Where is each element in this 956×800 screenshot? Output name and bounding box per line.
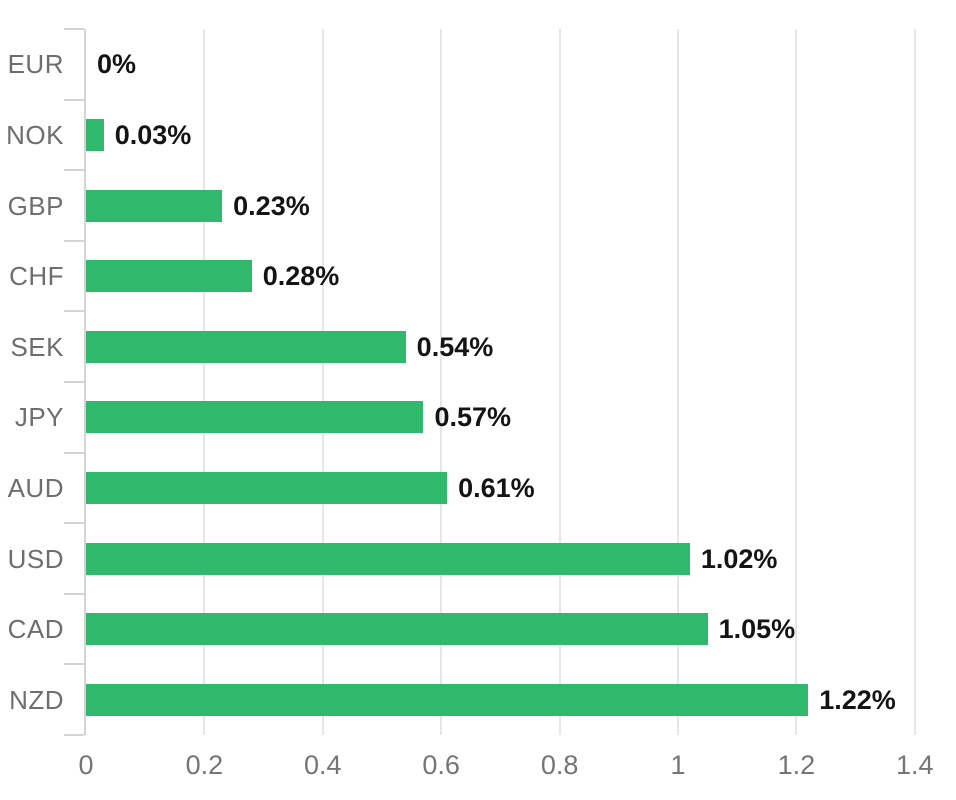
category-label: GBP [7, 190, 64, 221]
x-axis-tick-label: 0.6 [422, 750, 460, 780]
category-label: SEK [10, 331, 64, 362]
y-axis-tick [64, 592, 84, 595]
x-axis-tick-label: 1.4 [896, 750, 934, 780]
bar [86, 471, 448, 504]
bar [86, 401, 424, 434]
y-axis-tick [64, 522, 84, 525]
category-label: NOK [6, 119, 64, 150]
bar [86, 683, 809, 716]
category-label: NZD [9, 684, 64, 715]
category-label: AUD [7, 472, 64, 503]
category-label: JPY [14, 402, 64, 433]
value-label: 0.03% [114, 119, 192, 150]
value-label: 0.23% [233, 190, 310, 221]
value-label: 0.54% [416, 331, 494, 362]
x-axis-tick-label: 0 [78, 750, 94, 780]
gridline [677, 29, 679, 735]
value-label: 0.57% [434, 402, 511, 433]
gridline [795, 29, 798, 735]
bar [86, 118, 104, 151]
gridline [203, 29, 206, 735]
y-axis-tick [64, 663, 84, 666]
x-axis-tick-label: 0.8 [540, 750, 579, 780]
y-axis-tick [64, 239, 84, 242]
gridline [913, 29, 916, 735]
bar [86, 613, 708, 646]
category-label: CAD [7, 614, 64, 645]
x-axis-tick-label: 0.2 [185, 750, 224, 780]
bar [86, 260, 252, 293]
bar [86, 542, 690, 575]
gridline [558, 29, 561, 735]
x-axis-tick-label: 0.4 [304, 750, 342, 780]
gridline [321, 29, 324, 735]
value-label: 0.61% [458, 472, 535, 503]
y-axis-tick [64, 28, 84, 30]
value-label: 1.22% [819, 684, 896, 715]
y-axis-tick [64, 169, 84, 172]
y-axis-tick [64, 98, 84, 101]
value-label: 0% [97, 49, 137, 80]
y-axis-tick [64, 451, 84, 454]
y-axis-line [84, 29, 86, 735]
x-axis-tick-label: 1 [670, 750, 686, 780]
value-label: 0.28% [262, 261, 340, 292]
value-label: 1.05% [718, 614, 796, 645]
category-label: USD [7, 543, 64, 574]
y-axis-tick [64, 310, 84, 313]
category-label: EUR [7, 49, 64, 80]
y-axis-tick [64, 381, 84, 383]
value-label: 1.02% [700, 543, 778, 574]
bar [86, 189, 223, 222]
category-label: CHF [9, 261, 64, 292]
y-axis-tick [64, 734, 84, 736]
bar [86, 330, 406, 363]
x-axis-tick-label: 1.2 [777, 750, 816, 780]
gridline [440, 29, 443, 735]
